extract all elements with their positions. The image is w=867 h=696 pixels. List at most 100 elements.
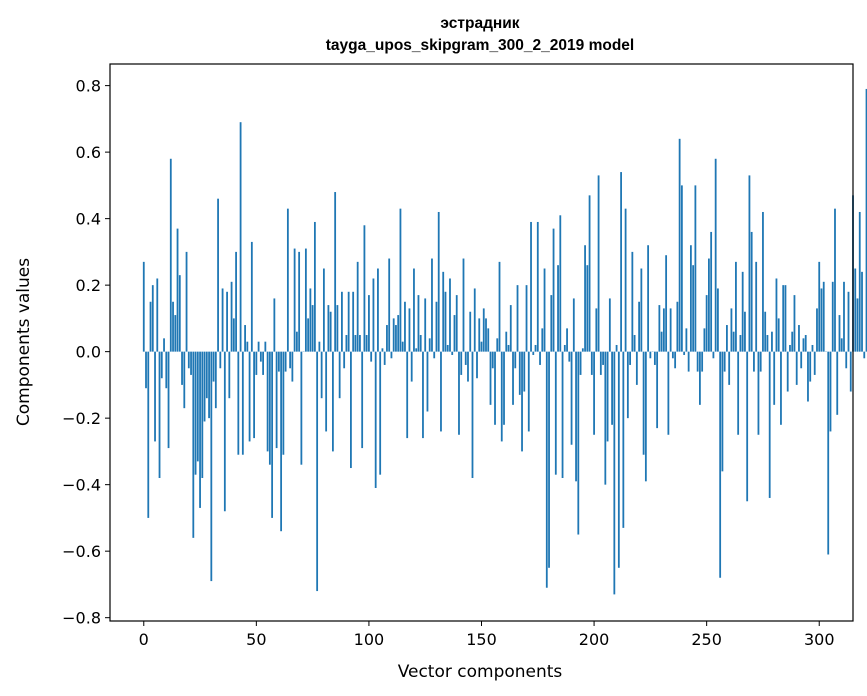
bar-250 [705,295,708,352]
bar-154 [489,351,492,405]
bar-290 [795,351,798,385]
bar-92 [350,351,352,469]
bar-105 [379,351,382,475]
bar-138 [453,315,456,352]
bar-157 [496,338,499,352]
bar-50 [255,351,258,375]
bar-83 [329,311,332,352]
bar-274 [759,351,762,372]
bar-248 [701,351,704,372]
bar-231 [662,308,665,352]
bar-314 [849,351,852,392]
bar-13 [172,301,174,352]
bar-312 [845,351,848,369]
bar-99 [365,335,368,352]
bar-321 [865,88,867,352]
bar-110 [390,351,393,359]
plot-frame [109,63,854,622]
bar-271 [753,351,755,372]
bar-153 [487,328,490,352]
bar-169 [523,351,526,392]
bar-269 [748,175,751,352]
bar-223 [644,351,647,482]
bar-256 [719,351,722,578]
bar-263 [735,261,737,352]
bar-277 [766,335,769,352]
bar-89 [343,351,346,369]
bar-212 [620,172,622,352]
bar-284 [782,285,785,352]
bar-147 [473,288,476,352]
bar-245 [694,185,697,352]
bar-162 [507,344,510,352]
bar-170 [525,285,528,352]
bar-287 [789,344,791,352]
bar-207 [608,298,611,352]
bar-14 [174,315,177,352]
bar-24 [196,351,199,462]
bar-217 [631,251,634,352]
bar-21 [190,351,192,375]
bar-265 [739,335,742,352]
bar-47 [248,351,251,442]
bar-0 [142,261,145,352]
bar-113 [397,315,400,352]
bar-200 [593,351,595,435]
bar-198 [588,195,591,352]
bar-166 [516,285,519,352]
bar-155 [491,351,494,369]
bar-121 [415,348,418,352]
bar-149 [478,318,481,352]
bar-65 [289,351,292,369]
bar-279 [771,331,773,352]
bar-96 [359,335,361,352]
x-tick-label: 250 [691,630,722,649]
bar-296 [809,351,812,382]
bar-306 [831,281,834,352]
bar-145 [469,311,472,352]
bar-280 [773,351,776,405]
bar-80 [322,268,325,352]
bar-171 [527,351,530,432]
bar-209 [613,351,616,595]
bar-179 [545,351,548,588]
bar-237 [676,301,679,352]
bar-195 [581,348,584,352]
bar-301 [820,288,823,352]
bar-130 [435,301,438,352]
bar-10 [165,351,168,389]
bar-218 [633,335,636,352]
bar-299 [816,308,818,352]
bar-172 [530,221,532,352]
bar-119 [410,351,413,382]
bar-202 [597,175,600,352]
bar-124 [422,351,424,439]
bar-291 [798,325,800,352]
bar-30 [210,351,213,582]
bar-214 [624,208,627,352]
bar-127 [428,338,431,352]
y-tick-label: 0.0 [76,343,101,362]
y-tick-label: 0.8 [76,77,101,96]
bar-27 [203,351,206,422]
bar-79 [320,351,323,399]
bar-117 [406,351,409,439]
bar-134 [444,291,447,352]
bar-267 [744,311,746,352]
bar-42 [237,351,240,455]
bar-175 [536,221,539,352]
bar-253 [712,351,715,359]
bar-293 [802,338,805,352]
bar-39 [230,281,233,352]
bar-9 [163,338,165,352]
bar-57 [271,351,274,518]
bar-235 [671,351,674,359]
bar-109 [388,258,391,352]
bar-232 [665,255,668,352]
bar-188 [566,328,568,352]
bar-286 [786,351,789,392]
bar-106 [381,348,384,352]
bar-213 [622,351,625,528]
bar-91 [347,291,350,352]
bar-182 [552,228,555,352]
